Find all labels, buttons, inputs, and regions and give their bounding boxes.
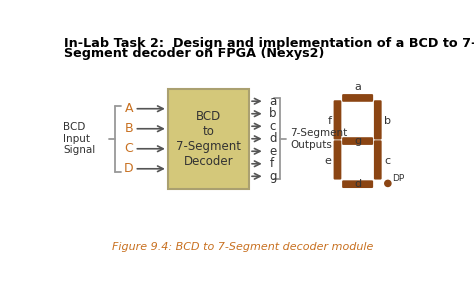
- Text: 7-Segment
Outputs: 7-Segment Outputs: [290, 128, 347, 150]
- Text: c: c: [269, 120, 276, 133]
- Text: a: a: [354, 82, 361, 92]
- FancyBboxPatch shape: [374, 140, 382, 180]
- Text: Segment decoder on FPGA (Nexys2): Segment decoder on FPGA (Nexys2): [64, 47, 324, 60]
- Text: Figure 9.4: BCD to 7-Segment decoder module: Figure 9.4: BCD to 7-Segment decoder mod…: [112, 242, 374, 252]
- Text: BCD
Input
Signal: BCD Input Signal: [63, 122, 95, 155]
- Text: d: d: [354, 179, 361, 189]
- Circle shape: [385, 180, 391, 186]
- Text: b: b: [269, 107, 277, 120]
- Text: A: A: [125, 102, 133, 115]
- Text: d: d: [269, 132, 277, 145]
- Text: C: C: [125, 142, 133, 155]
- Text: a: a: [269, 95, 276, 108]
- FancyBboxPatch shape: [374, 100, 382, 139]
- FancyBboxPatch shape: [334, 140, 341, 180]
- Text: e: e: [269, 145, 276, 158]
- FancyBboxPatch shape: [334, 100, 341, 139]
- Text: g: g: [269, 170, 277, 183]
- Text: B: B: [125, 122, 133, 135]
- Text: DP: DP: [392, 173, 404, 182]
- Text: e: e: [324, 156, 331, 166]
- FancyBboxPatch shape: [342, 137, 373, 145]
- Text: f: f: [269, 157, 273, 170]
- Text: D: D: [124, 162, 134, 175]
- FancyBboxPatch shape: [342, 180, 373, 188]
- Bar: [168, 89, 249, 189]
- FancyBboxPatch shape: [342, 94, 373, 102]
- Text: In-Lab Task 2:  Design and implementation of a BCD to 7-: In-Lab Task 2: Design and implementation…: [64, 37, 474, 50]
- Text: f: f: [327, 116, 331, 126]
- Text: g: g: [354, 136, 361, 146]
- Text: c: c: [384, 156, 390, 166]
- Text: b: b: [384, 116, 391, 126]
- Text: BCD
to
7-Segment
Decoder: BCD to 7-Segment Decoder: [176, 110, 241, 168]
